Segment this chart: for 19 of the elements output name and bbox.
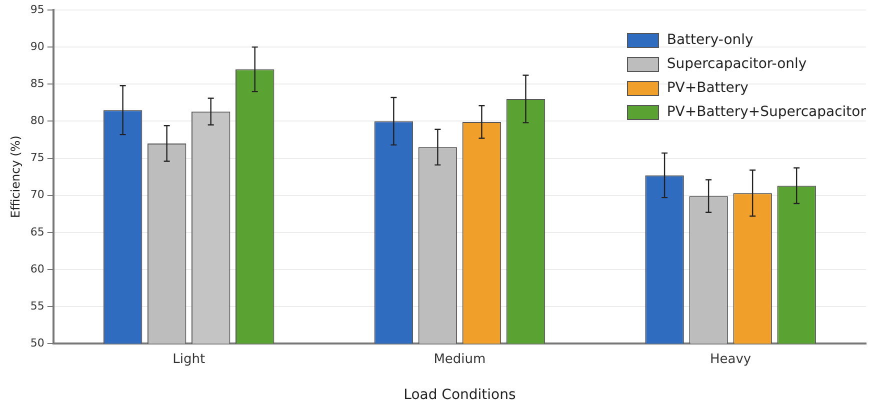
legend-label: Battery-only <box>666 32 754 48</box>
y-tick-label: 55 <box>30 299 44 312</box>
y-tick-label: 60 <box>30 262 44 276</box>
y-tick-label: 50 <box>30 336 44 350</box>
x-tick-label: Medium <box>434 352 486 367</box>
y-tick-label: 85 <box>30 76 44 90</box>
legend-label: PV+Battery <box>666 80 748 96</box>
legend-label: PV+Battery+Supercapacitor <box>666 104 866 120</box>
y-tick-label: 90 <box>30 40 44 53</box>
y-axis-title: Efficiency (%) <box>8 136 22 218</box>
y-tick-label: 65 <box>30 225 44 238</box>
x-axis-title: Load Conditions <box>404 387 516 404</box>
x-tick-label: Heavy <box>710 352 752 367</box>
y-tick-label: 95 <box>30 2 44 16</box>
y-tick-label: 80 <box>30 114 44 128</box>
x-tick-label: Light <box>172 352 206 367</box>
y-tick-label: 75 <box>30 151 44 164</box>
y-tick-label: 70 <box>30 188 44 202</box>
legend-label: Supercapacitor-only <box>666 56 807 72</box>
